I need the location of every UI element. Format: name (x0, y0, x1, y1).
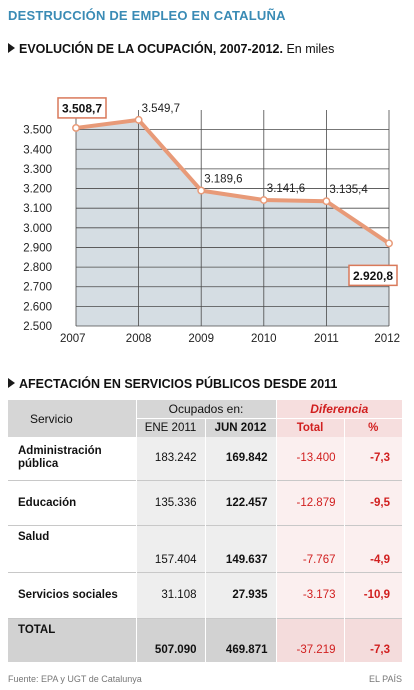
table-row: Servicios sociales 31.108 27.935 -3.173 … (8, 572, 402, 618)
row-ene: 135.336 (135, 480, 205, 525)
row-total: -7.767 (275, 525, 344, 572)
data-point (134, 115, 143, 124)
data-point (72, 123, 80, 132)
y-tick-label: 2.600 (23, 301, 52, 313)
y-tick-label: 2.500 (23, 321, 52, 333)
table-row: Administración pública 183.242 169.842 -… (8, 437, 402, 480)
row-servicio: Educación (18, 496, 77, 509)
row-pct: -9,5 (343, 480, 402, 525)
y-tick-label: 3.500 (23, 125, 52, 137)
row-ene: 157.404 (135, 525, 205, 572)
row-servicio: Administración pública (18, 445, 102, 471)
triangle-icon (8, 43, 15, 53)
triangle-icon (8, 378, 15, 388)
header-total: Total (275, 417, 344, 437)
section-evolucion-unit: En miles (286, 42, 335, 56)
x-tick-label: 2009 (188, 333, 214, 345)
section-evolucion-label: EVOLUCIÓN DE LA OCUPACIÓN, 2007-2012. (19, 42, 283, 56)
x-tick-label: 2007 (60, 333, 86, 345)
data-label: 3.549,7 (142, 103, 180, 115)
data-label: 3.189,6 (204, 174, 242, 186)
x-tick-label: 2008 (126, 333, 152, 345)
data-label-box (57, 97, 107, 119)
header-ocupados: Ocupados en: (135, 400, 276, 418)
row-pct: -10,9 (343, 572, 402, 618)
data-label: 3.141,6 (267, 183, 305, 195)
table-row: Salud 157.404 149.637 -7.767 -4,9 (8, 525, 402, 572)
data-point (197, 186, 206, 195)
data-label: 3.508,7 (62, 101, 102, 115)
row-pct: -4,9 (343, 525, 402, 572)
y-tick-label: 3.300 (23, 164, 52, 176)
y-tick-label: 3.100 (23, 203, 52, 215)
row-jun: 169.842 (204, 437, 276, 480)
header-diferencia: Diferencia (275, 400, 402, 418)
table-row: Educación 135.336 122.457 -12.879 -9,5 (8, 480, 402, 525)
main-title: DESTRUCCIÓN DE EMPLEO EN CATALUÑA (8, 8, 286, 23)
data-label: 3.135,4 (329, 184, 368, 196)
row-total: -12.879 (275, 480, 344, 525)
y-tick-label: 3.000 (23, 223, 52, 235)
row-ene: 183.242 (135, 437, 205, 480)
data-point (259, 196, 268, 204)
data-label-box (348, 264, 398, 287)
data-point (322, 197, 331, 206)
services-table: Servicio Ocupados en: Diferencia ENE 201… (8, 400, 402, 662)
y-tick-label: 2.700 (23, 282, 52, 294)
header-pct: % (343, 417, 402, 437)
header-servicio: Servicio (8, 400, 136, 437)
y-tick-label: 2.900 (23, 242, 52, 254)
x-tick-label: 2011 (314, 333, 339, 345)
header-jun: JUN 2012 (204, 417, 276, 437)
occupation-area-chart: 2.500 2.600 2.700 2.800 2.900 3.000 3.100 3.200… (23, 97, 400, 345)
y-tick-label: 3.400 (23, 144, 52, 156)
total-label: TOTAL (8, 618, 136, 662)
data-label: 2.920,8 (353, 269, 393, 283)
data-point (385, 239, 393, 248)
table-total-row: TOTAL 507.090 469.871 -37.219 -7,3 (8, 618, 402, 662)
x-tick-label: 2010 (251, 333, 277, 345)
area-fill (76, 119, 389, 326)
row-jun: 122.457 (204, 480, 276, 525)
row-total: -13.400 (275, 437, 344, 480)
total-jun: 469.871 (204, 618, 276, 662)
x-tick-label: 2012 (374, 333, 400, 345)
total-pct: -7,3 (343, 618, 402, 662)
section-servicios-label: AFECTACIÓN EN SERVICIOS PÚBLICOS DESDE 2… (19, 377, 338, 391)
section-evolucion-title: EVOLUCIÓN DE LA OCUPACIÓN, 2007-2012. En… (8, 42, 334, 56)
row-jun: 149.637 (204, 525, 276, 572)
source-note: Fuente: EPA y UGT de Catalunya (8, 674, 142, 684)
y-tick-label: 3.200 (23, 184, 52, 196)
row-total: -3.173 (275, 572, 344, 618)
row-servicio: Servicios sociales (18, 588, 118, 601)
row-jun: 27.935 (204, 572, 276, 618)
row-servicio: Salud (18, 530, 50, 543)
total-diff: -37.219 (275, 618, 344, 662)
series-line (74, 117, 391, 246)
brand-label: EL PAÍS (368, 674, 402, 684)
row-ene: 31.108 (135, 572, 205, 618)
y-tick-label: 2.800 (23, 262, 52, 274)
total-ene: 507.090 (135, 618, 205, 662)
header-ene: ENE 2011 (135, 417, 205, 437)
section-servicios-title: AFECTACIÓN EN SERVICIOS PÚBLICOS DESDE 2… (8, 377, 337, 391)
row-pct: -7,3 (343, 437, 402, 480)
